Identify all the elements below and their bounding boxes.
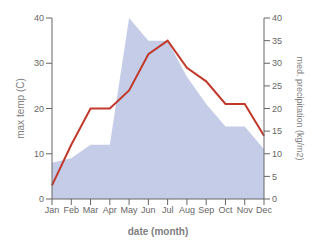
svg-text:35: 35 [272,36,282,46]
svg-text:Mar: Mar [83,205,99,215]
svg-text:Aug: Aug [179,205,195,215]
svg-text:med. precipitation (kg/m2): med. precipitation (kg/m2) [295,56,305,160]
svg-text:40: 40 [272,13,282,23]
svg-text:May: May [121,205,139,215]
svg-text:25: 25 [272,81,282,91]
svg-text:Jun: Jun [141,205,156,215]
svg-text:10: 10 [34,149,44,159]
svg-text:0: 0 [272,194,277,204]
svg-text:20: 20 [272,104,282,114]
svg-text:Apr: Apr [103,205,117,215]
svg-text:30: 30 [34,58,44,68]
svg-text:max temp (C): max temp (C) [15,78,26,139]
svg-text:40: 40 [34,13,44,23]
svg-text:date (month): date (month) [128,226,189,237]
svg-text:Nov: Nov [237,205,254,215]
svg-text:Dec: Dec [256,205,273,215]
svg-text:20: 20 [34,104,44,114]
svg-text:Jan: Jan [45,205,60,215]
svg-text:30: 30 [272,58,282,68]
svg-text:Sep: Sep [198,205,214,215]
svg-text:Feb: Feb [64,205,80,215]
svg-text:Oct: Oct [218,205,233,215]
svg-text:5: 5 [272,172,277,182]
svg-text:10: 10 [272,149,282,159]
svg-text:0: 0 [39,194,44,204]
svg-text:15: 15 [272,126,282,136]
svg-text:Jul: Jul [162,205,174,215]
